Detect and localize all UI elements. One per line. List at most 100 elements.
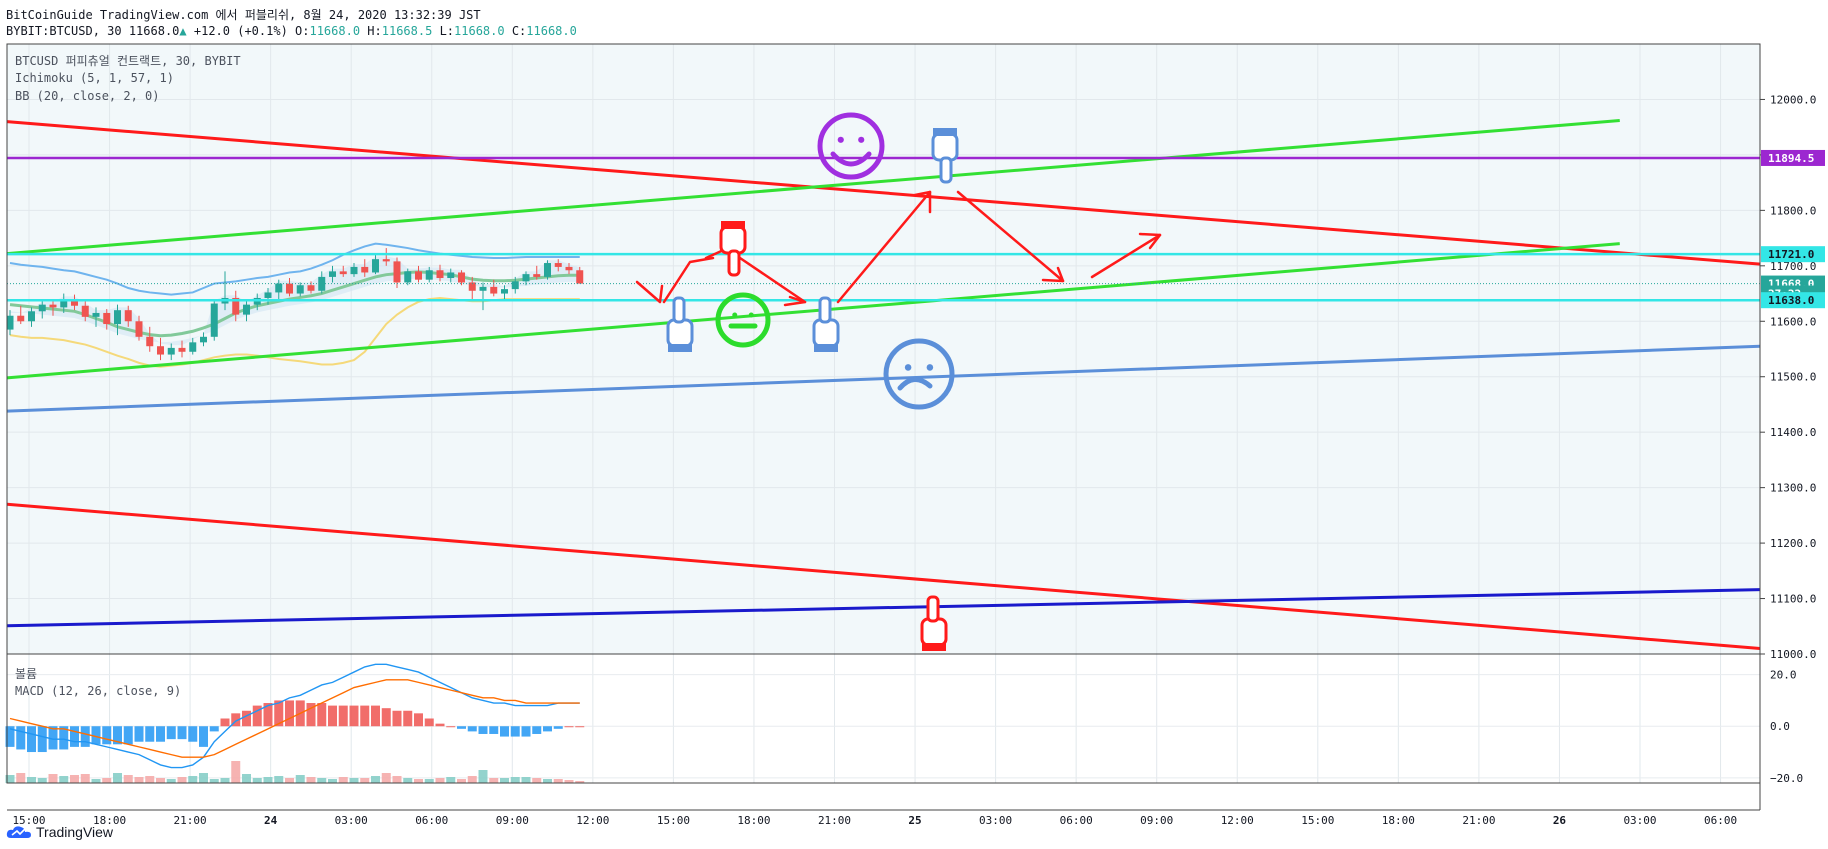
candle-body xyxy=(81,305,89,317)
time-axis-label: 18:00 xyxy=(737,814,770,827)
candle-body xyxy=(286,283,293,294)
volume-bar xyxy=(510,777,520,783)
volume-bar xyxy=(500,778,509,783)
time-axis-label: 09:00 xyxy=(496,814,529,827)
volume-bar xyxy=(543,779,552,783)
macd-histogram-bar xyxy=(91,726,101,745)
candle-body xyxy=(232,297,240,315)
candle-body xyxy=(372,259,379,273)
macd-histogram-bar xyxy=(113,726,122,745)
price-tag xyxy=(1761,246,1825,263)
macd-line xyxy=(9,663,580,769)
volume-bar xyxy=(209,779,219,783)
macd-histogram-bar xyxy=(457,726,466,729)
volume-bar xyxy=(59,776,69,783)
candle-body xyxy=(544,263,551,277)
macd-histogram-bar xyxy=(242,710,251,727)
price-tag xyxy=(1761,149,1825,166)
macd-histogram-bar xyxy=(317,703,327,727)
volume-bar xyxy=(274,776,284,783)
legend-macd[interactable]: MACD (12, 26, close, 9) xyxy=(15,684,182,698)
symbol-label[interactable]: BYBIT:BTCUSD, 30 xyxy=(6,24,122,38)
green-lower-channel[interactable] xyxy=(6,242,1620,380)
time-axis-label: 24 xyxy=(264,814,278,827)
green-upper-channel[interactable] xyxy=(6,119,1620,256)
smiley-icon-eye xyxy=(837,136,844,143)
candle-body xyxy=(135,321,143,337)
neutral-face-icon-outline xyxy=(715,292,771,348)
macd-histogram-bar xyxy=(381,708,391,727)
open-label: O: xyxy=(295,24,310,38)
volume-bar xyxy=(70,775,79,783)
volume-bar xyxy=(381,773,391,783)
time-axis-label: 09:00 xyxy=(1140,814,1173,827)
price-axis-label: 12000.0 xyxy=(1770,93,1816,106)
pointing-up-hand-icon-cuff xyxy=(668,344,692,352)
macd-histogram-bar xyxy=(252,705,262,727)
pointing-up-hand-icon-finger xyxy=(818,296,832,324)
red-arrow xyxy=(1056,266,1065,283)
smiley-icon xyxy=(817,112,885,180)
pointing-down-hand-icon-cuff xyxy=(933,128,957,136)
legend-volume[interactable]: 볼륨 xyxy=(15,667,38,681)
macd-histogram-bar xyxy=(70,726,79,747)
legend-bb[interactable]: BB (20, close, 2, 0) xyxy=(15,89,160,103)
neutral-face-icon-eye xyxy=(748,312,754,318)
volume-bar xyxy=(123,775,133,783)
volume-bar xyxy=(467,776,477,783)
close-label: C: xyxy=(511,24,527,38)
candle-body xyxy=(479,286,487,291)
candle-body xyxy=(275,283,283,293)
macd-histogram-bar xyxy=(435,723,445,727)
volume-bar xyxy=(80,774,90,783)
candle-body xyxy=(447,272,455,279)
pointing-up-hand-icon-cuff xyxy=(922,643,946,651)
macd-axis-label: 0.0 xyxy=(1770,720,1790,733)
time-axis-label: 06:00 xyxy=(1704,814,1737,827)
sad-face-icon-outline xyxy=(883,338,955,410)
legend-title[interactable]: BTCUSD 퍼피츄얼 컨트랙트, 30, BYBIT xyxy=(15,54,241,68)
tradingview-logo[interactable]: TradingView xyxy=(6,824,113,840)
macd-histogram-bar xyxy=(403,710,413,727)
navy-support[interactable] xyxy=(6,588,1761,628)
candle-body xyxy=(350,266,358,275)
blue-support[interactable] xyxy=(6,344,1761,413)
red-arrow xyxy=(913,190,932,197)
sad-face-icon xyxy=(883,338,955,410)
candle-body xyxy=(361,266,369,273)
price-axis-label: 11100.0 xyxy=(1770,593,1816,606)
tradingview-cloud-icon xyxy=(6,826,31,838)
volume-bar xyxy=(102,778,112,783)
volume-bar xyxy=(285,778,294,783)
pointing-up-hand-icon xyxy=(666,296,694,352)
bb-upper-line xyxy=(9,242,580,296)
candle-body xyxy=(103,312,111,325)
volume-bar xyxy=(403,778,413,783)
macd-histogram-bar xyxy=(134,726,144,742)
candle-body xyxy=(71,299,78,306)
time-axis-label: 26 xyxy=(1553,814,1567,827)
sad-face-icon-eye xyxy=(904,364,912,371)
legend-ichimoku[interactable]: Ichimoku (5, 1, 57, 1) xyxy=(15,71,174,85)
red-arrow xyxy=(635,280,664,304)
pointing-up-hand-icon-finger xyxy=(672,296,686,324)
macd-histogram-bar xyxy=(199,726,208,747)
price-axis-label: 11000.0 xyxy=(1770,648,1816,661)
sad-face-icon-eye xyxy=(926,364,934,371)
volume-bar xyxy=(295,775,305,783)
candle-body xyxy=(114,310,121,325)
red-upper-resistance[interactable] xyxy=(6,120,1761,266)
volume-bar xyxy=(5,775,15,783)
time-axis-label: 15:00 xyxy=(657,814,690,827)
red-lower-resistance[interactable] xyxy=(6,502,1761,650)
candle-body xyxy=(28,311,35,322)
volume-bar xyxy=(145,776,155,783)
candle-body xyxy=(49,304,57,308)
volume-bar xyxy=(328,779,337,783)
volume-bar xyxy=(242,774,251,783)
macd-histogram-bar xyxy=(285,700,294,727)
volume-bar xyxy=(199,773,208,783)
price-tag-label: 11638.0 xyxy=(1768,294,1814,307)
volume-bar xyxy=(349,778,359,783)
